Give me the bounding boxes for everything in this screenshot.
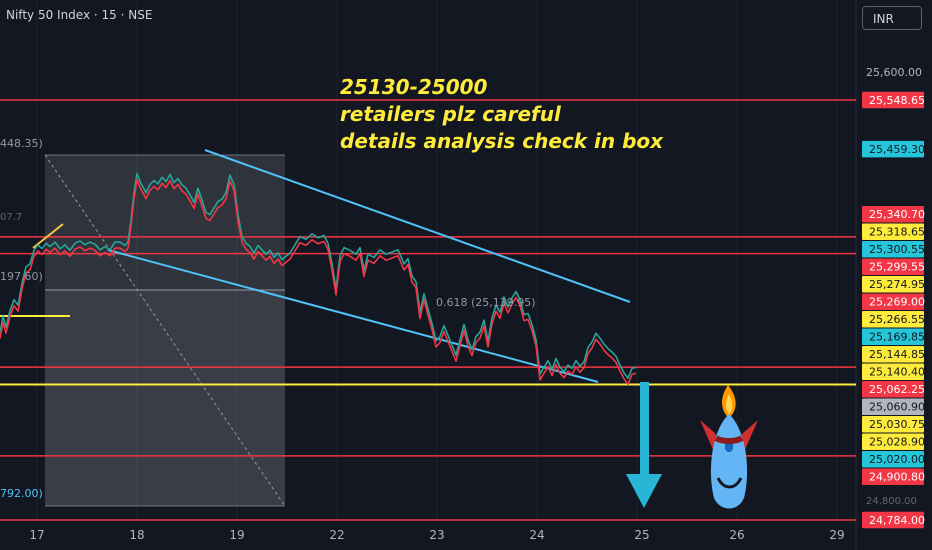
price-line-green [0, 172, 637, 380]
price-label-9: 25,169.85 [862, 328, 925, 345]
svg-text:25,299.55: 25,299.55 [869, 261, 925, 274]
left-label-2: 197.60) [0, 270, 43, 283]
left-label-1: 448.35) [0, 137, 43, 150]
price-label-5: 25,299.55 [862, 258, 925, 275]
price-label-4: 25,300.55 [862, 240, 925, 258]
rocket-icon [700, 385, 758, 509]
x-tick-19: 19 [229, 528, 244, 542]
svg-text:25,060.90: 25,060.90 [869, 401, 925, 414]
annotation-line-1: 25130-25000 [340, 75, 488, 99]
left-label-3: 792.00) [0, 487, 43, 500]
annotation-line-3: details analysis check in box [340, 129, 664, 153]
annotation-line-2: retailers plz careful [340, 102, 561, 126]
svg-text:24,900.80: 24,900.80 [869, 471, 925, 484]
x-tick-17: 17 [29, 528, 44, 542]
svg-text:25,269.00: 25,269.00 [869, 296, 925, 309]
price-label-11: 25,140.40 [862, 363, 925, 380]
price-label-1: 25,459.30 [862, 140, 925, 158]
price-label-12: 25,062.25 [862, 380, 925, 398]
x-tick-23: 23 [429, 528, 444, 542]
price-label-15: 25,028.90 [862, 433, 925, 450]
channel-upper-line[interactable] [204, 149, 631, 303]
symbol-title: Nifty 50 Index · 15 · NSE [6, 8, 153, 22]
svg-text:25,140.40: 25,140.40 [869, 366, 925, 379]
price-label-7: 25,269.00 [862, 293, 925, 310]
svg-text:25,300.55: 25,300.55 [869, 243, 925, 256]
price-label-13: 25,060.90 [862, 398, 925, 415]
channel-lower-line[interactable] [107, 249, 599, 383]
svg-text:25,028.90: 25,028.90 [869, 436, 925, 449]
price-label-14: 25,030.75 [862, 415, 925, 433]
price-label-16: 25,020.00 [862, 450, 925, 468]
price-label-3: 25,318.65 [862, 223, 925, 240]
left-label-4: 07.7 [0, 212, 22, 223]
svg-text:25,169.85: 25,169.85 [869, 331, 925, 344]
currency-selector[interactable]: INR [862, 6, 922, 30]
svg-text:25,144.85: 25,144.85 [869, 348, 925, 361]
x-tick-25: 25 [634, 528, 649, 542]
price-label-2: 25,340.70 [862, 205, 925, 223]
x-tick-29: 29 [829, 528, 844, 542]
svg-text:25,318.65: 25,318.65 [869, 226, 925, 239]
svg-text:25,274.95: 25,274.95 [869, 278, 925, 291]
svg-text:25,340.70: 25,340.70 [869, 208, 925, 221]
svg-text:25,062.25: 25,062.25 [869, 383, 925, 396]
svg-text:25,548.65: 25,548.65 [869, 94, 925, 107]
price-tick-top: 25,600.00 [866, 66, 922, 79]
x-tick-22: 22 [329, 528, 344, 542]
svg-text:25,266.55: 25,266.55 [869, 313, 925, 326]
yellow-trend-segment[interactable] [32, 223, 64, 249]
price-label-6: 25,274.95 [862, 275, 925, 293]
price-label-8: 25,266.55 [862, 310, 925, 328]
price-label-0: 25,548.65 [862, 91, 925, 109]
measure-box-lower [45, 290, 285, 506]
price-label-10: 25,144.85 [862, 345, 925, 363]
x-tick-18: 18 [129, 528, 144, 542]
svg-text:25,020.00: 25,020.00 [869, 453, 925, 466]
price-label-18: 24,784.00 [862, 511, 925, 529]
down-arrow-icon [626, 382, 662, 508]
x-tick-24: 24 [529, 528, 544, 542]
svg-text:25,030.75: 25,030.75 [869, 418, 925, 431]
svg-text:25,459.30: 25,459.30 [869, 143, 925, 156]
x-tick-26: 26 [729, 528, 744, 542]
svg-text:24,784.00: 24,784.00 [869, 514, 925, 527]
price-tick-bottom: 24,800.00 [866, 496, 917, 507]
price-line-red [0, 178, 637, 386]
trend-diagonal-dashed [44, 154, 286, 507]
fib-label: 0.618 (25,139.95) [436, 296, 536, 309]
price-label-17: 24,900.80 [862, 468, 925, 485]
